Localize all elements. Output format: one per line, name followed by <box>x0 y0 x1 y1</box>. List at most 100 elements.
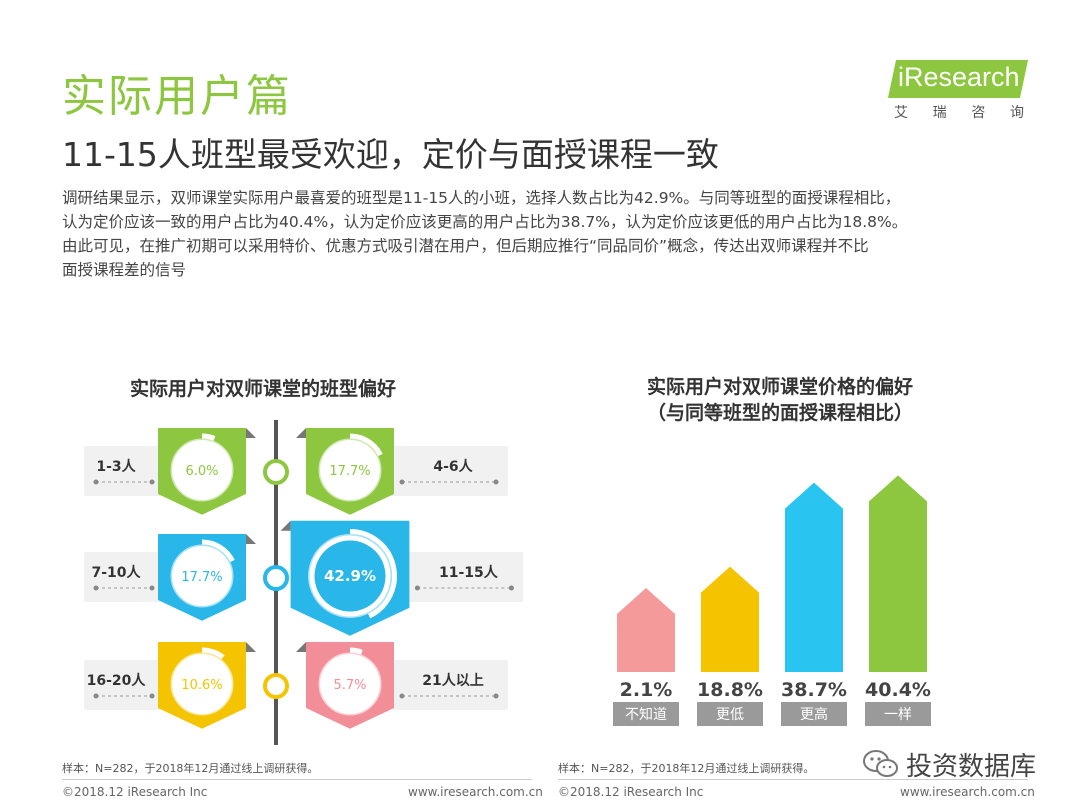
body-line: 面授课程差的信号 <box>62 261 187 279</box>
logo-sub-char: 艾 <box>894 105 908 121</box>
price-bar <box>869 475 927 672</box>
shield-fold <box>296 642 306 652</box>
value-arc <box>349 647 363 655</box>
shield-fold <box>246 428 256 438</box>
value-disc <box>177 445 227 495</box>
category-label: 16-20人 <box>87 672 147 689</box>
class-size-item: 11-15人 42.9% <box>280 520 524 636</box>
category-card <box>84 552 164 602</box>
shield-fold <box>296 428 306 438</box>
value-disc <box>177 551 227 601</box>
card-dot <box>414 585 420 591</box>
logo-sub-char: 询 <box>1009 105 1024 121</box>
price-category-label: 不知道 <box>625 706 667 723</box>
category-card <box>390 660 508 710</box>
price-category-label: 更高 <box>800 706 828 723</box>
price-chart-title-line2: （与同等班型的面授课程相比） <box>646 402 913 424</box>
site-url-left[interactable]: www.iresearch.com.cn <box>408 785 543 799</box>
card-dot <box>508 585 514 591</box>
class-size-chart-title: 实际用户对双师课堂的班型偏好 <box>130 378 397 400</box>
card-dot <box>493 479 499 485</box>
category-chip <box>697 702 763 726</box>
card-dot <box>93 479 99 485</box>
sample-note-left: 样本：N=282，于2018年12月通过线上调研获得。 <box>62 762 319 775</box>
price-category-label: 更低 <box>716 707 744 723</box>
shield-fold <box>246 534 256 544</box>
value-arc <box>201 433 216 441</box>
category-card <box>405 552 524 602</box>
price-value-label: 40.4% <box>865 679 931 701</box>
iresearch-logo: iResearch 艾 瑞 咨 询 <box>887 60 1032 125</box>
value-label: 5.7% <box>333 678 366 693</box>
section-title: 实际用户篇 <box>62 71 292 122</box>
price-bar-group: 38.7% 更高 <box>781 482 847 726</box>
logo-brand: iResearch <box>898 62 1020 92</box>
price-bar-group: 18.8% 更低 <box>697 566 763 726</box>
price-value-label: 18.8% <box>697 679 763 701</box>
category-chip <box>613 702 679 726</box>
price-bar <box>701 566 759 672</box>
category-card <box>84 446 164 496</box>
class-size-item: 1-3人 6.0% <box>84 428 289 515</box>
shield-fold <box>280 520 291 531</box>
wechat-icon <box>863 750 898 777</box>
card-dot <box>399 479 405 485</box>
value-arc <box>349 529 397 619</box>
category-chip <box>781 702 847 726</box>
logo-sub-char: 瑞 <box>932 105 947 121</box>
copyright-left: ©2018.12 iResearch Inc <box>62 785 208 799</box>
card-dot <box>149 479 155 485</box>
price-chart-title-line1: 实际用户对双师课堂价格的偏好 <box>646 376 913 398</box>
price-bar <box>785 482 843 672</box>
value-disc <box>314 540 386 612</box>
timeline-node <box>263 673 289 699</box>
card-dot <box>93 693 99 699</box>
body-line: 认为定价应该一致的用户占比为40.4%，认为定价应该更高的用户占比为38.7%，… <box>62 213 908 231</box>
value-disc <box>177 659 227 709</box>
category-label: 21人以上 <box>422 672 483 689</box>
price-bar <box>617 588 675 672</box>
price-bar-group: 40.4% 一样 <box>865 475 931 726</box>
value-arc <box>349 433 383 457</box>
value-label: 17.7% <box>329 464 370 479</box>
card-dot <box>93 585 99 591</box>
card-dot <box>399 693 405 699</box>
value-arc <box>201 647 225 660</box>
logo-subtitle: 艾 瑞 咨 询 <box>894 102 1024 122</box>
footer-divider-right <box>558 779 1028 780</box>
shield-fold <box>246 642 256 652</box>
timeline-node <box>263 459 289 485</box>
card-dot <box>493 693 499 699</box>
body-line: 由此可见，在推广初期可以采用特价、优惠方式吸引潜在用户，但后期应推行“同品同价”… <box>62 237 869 255</box>
class-size-item: 16-20人 10.6% <box>84 642 289 729</box>
page-headline: 11-15人班型最受欢迎，定价与面授课程一致 <box>62 135 719 174</box>
class-size-item: 21人以上 5.7% <box>296 642 508 729</box>
category-label: 7-10人 <box>91 564 141 581</box>
card-dot <box>149 693 155 699</box>
watermark: 投资数据库 <box>862 746 1036 782</box>
site-url-right[interactable]: www.iresearch.com.cn <box>900 785 1035 799</box>
value-disc <box>325 659 375 709</box>
body-line: 调研结果显示，双师课堂实际用户最喜爱的班型是11-15人的小班，选择人数占比为4… <box>62 189 901 207</box>
body-paragraph: 调研结果显示，双师课堂实际用户最喜爱的班型是11-15人的小班，选择人数占比为4… <box>62 186 1052 282</box>
price-bar-group: 2.1% 不知道 <box>613 588 679 726</box>
category-card <box>390 446 508 496</box>
logo-sub-char: 咨 <box>971 105 986 121</box>
value-label: 17.7% <box>181 570 222 585</box>
sample-note-right: 样本：N=282，于2018年12月通过线上调研获得。 <box>558 762 815 775</box>
copyright-right: ©2018.12 iResearch Inc <box>558 785 704 799</box>
value-label: 10.6% <box>181 678 222 693</box>
timeline-node <box>263 565 289 591</box>
card-dot <box>149 585 155 591</box>
category-label: 4-6人 <box>433 458 473 475</box>
category-label: 1-3人 <box>96 458 136 475</box>
category-card <box>84 660 164 710</box>
price-category-label: 一样 <box>884 707 912 723</box>
price-chart-title: 实际用户对双师课堂价格的偏好 （与同等班型的面授课程相比） <box>560 374 1000 426</box>
class-size-item: 4-6人 17.7% <box>296 428 508 515</box>
value-disc <box>325 445 375 495</box>
category-label: 11-15人 <box>439 564 499 581</box>
class-size-item: 7-10人 17.7% <box>84 534 289 621</box>
value-label: 42.9% <box>324 567 376 585</box>
